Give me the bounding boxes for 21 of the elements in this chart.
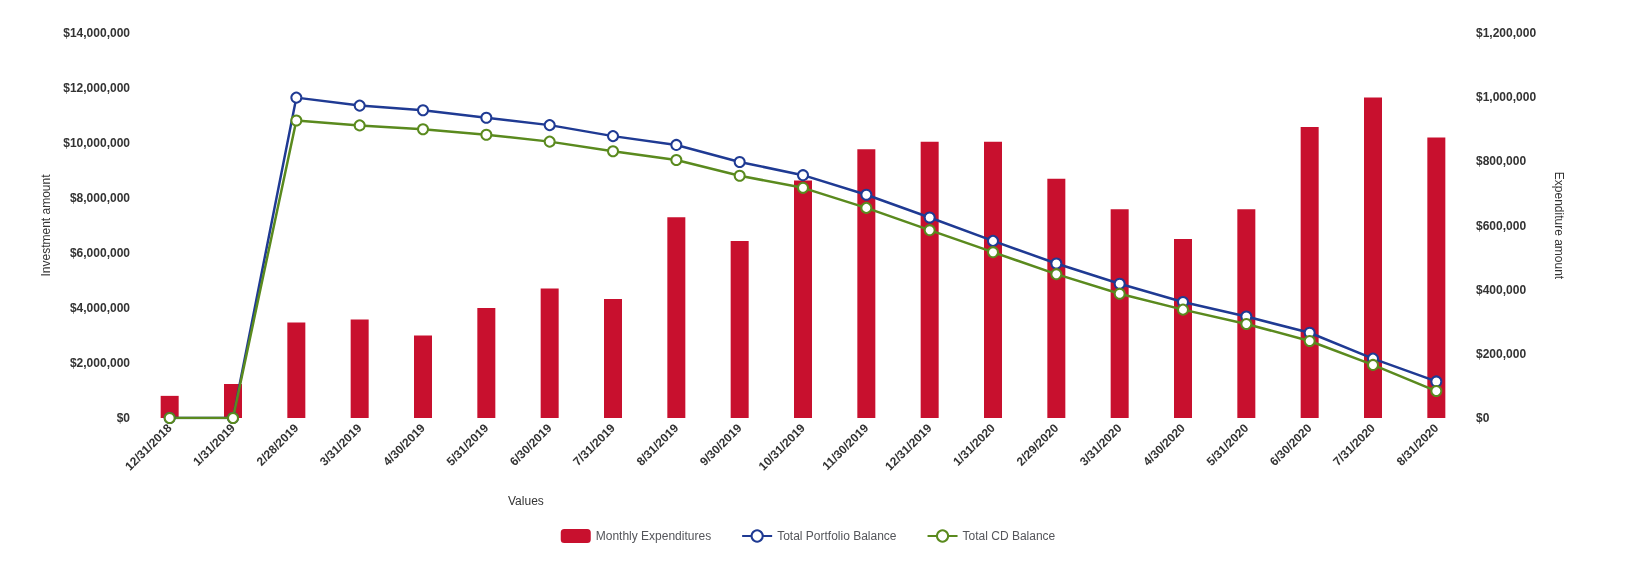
y-axis-title: Investment amount	[39, 173, 54, 277]
y-tick-label: $8,000,000	[69, 191, 131, 205]
y2-tick-label: $400,000	[1476, 282, 1527, 297]
legend-label: Monthly Expenditures	[595, 529, 712, 543]
y-tick-label: $14,000,000	[63, 26, 131, 40]
y-tick-label: $4,000,000	[69, 301, 131, 315]
y-tick-label: $10,000,000	[63, 136, 131, 150]
x-axis-title: Values	[508, 494, 544, 508]
y-tick-label: $6,000,000	[69, 246, 131, 260]
y2-tick-label: $200,000	[1476, 346, 1527, 361]
y2-tick-label: $1,000,000	[1476, 90, 1537, 105]
y2-axis-title: Expenditure amount	[1552, 171, 1566, 280]
y2-tick-label: $600,000	[1476, 218, 1527, 233]
y-tick-label: $2,000,000	[69, 356, 131, 370]
legend-label: Total CD Balance	[962, 529, 1056, 543]
y-tick-label: $12,000,000	[63, 81, 131, 95]
y2-tick-label: $1,200,000	[1476, 26, 1537, 40]
y2-tick-label: $0	[1476, 411, 1490, 425]
y2-tick-label: $800,000	[1476, 154, 1527, 169]
y-tick-label: $0	[116, 411, 131, 425]
legend-label: Total Portfolio Balance	[777, 529, 897, 543]
